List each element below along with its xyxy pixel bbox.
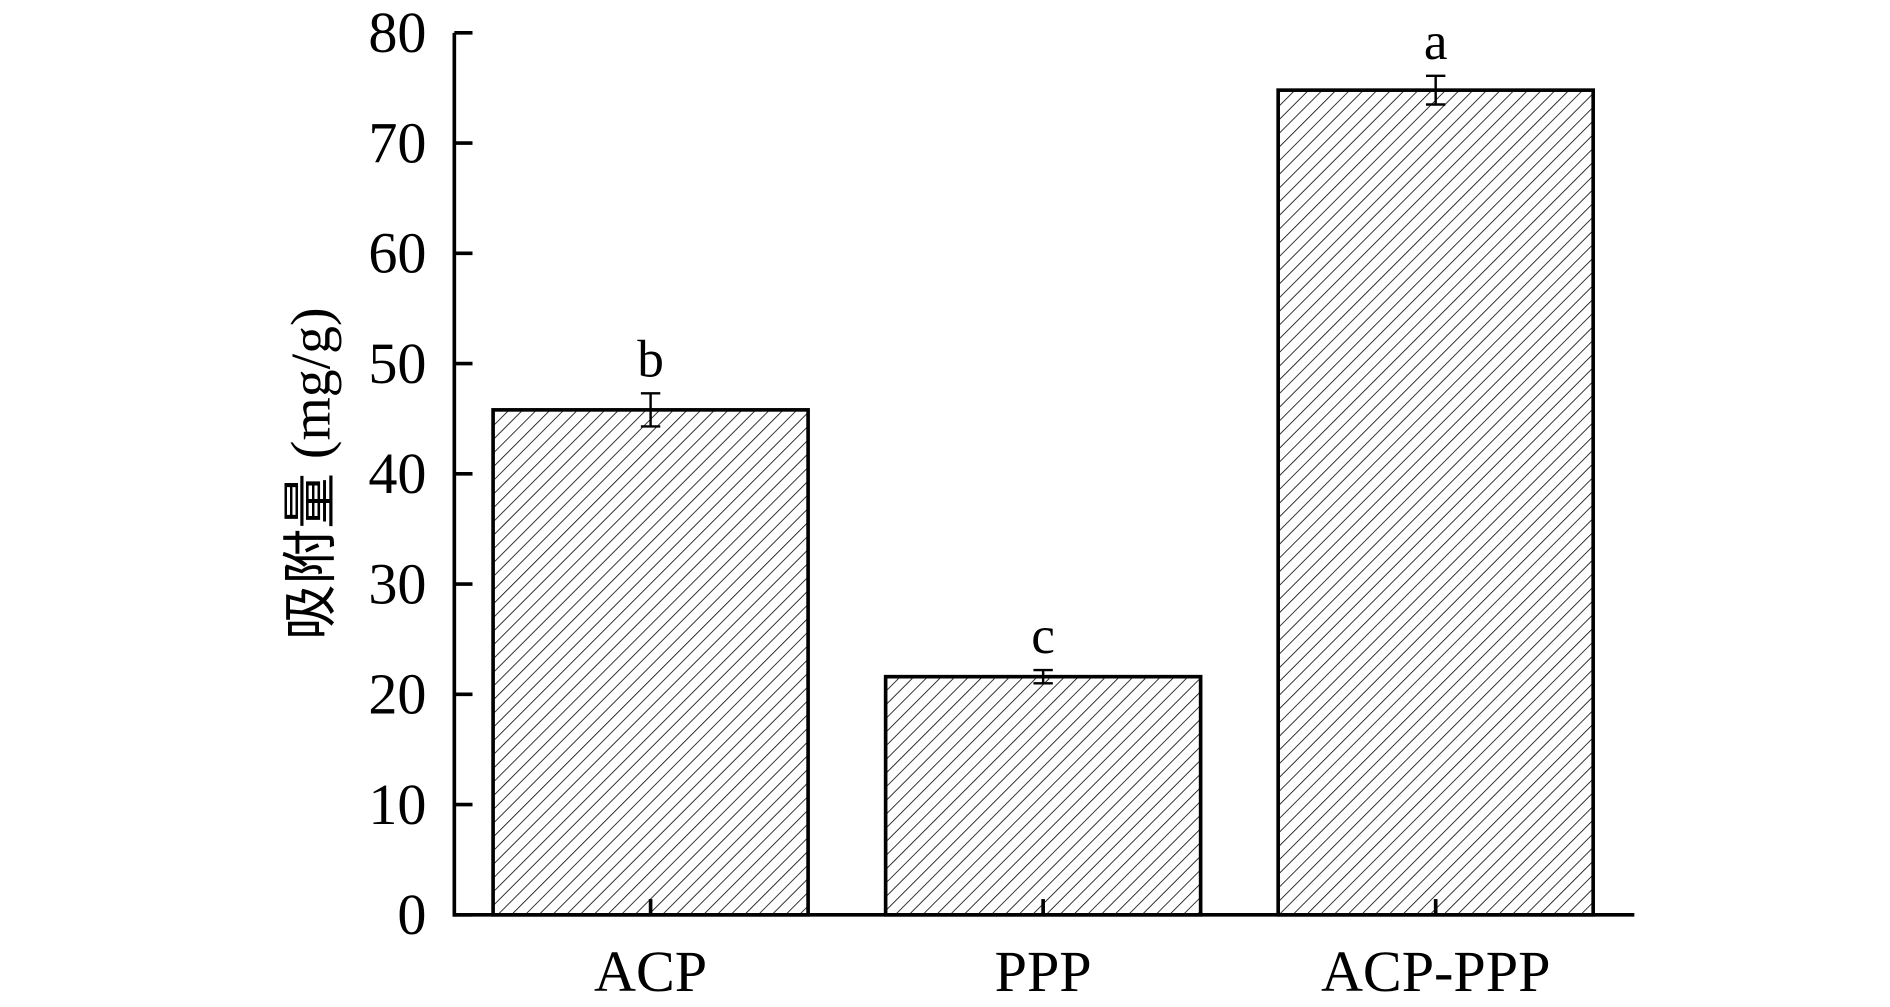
significance-letter: a — [1424, 12, 1448, 71]
bar-acp-ppp — [1276, 88, 1595, 917]
y-axis-label: 吸附量 (mg/g) — [281, 307, 343, 640]
y-tick-label: 40 — [368, 441, 426, 506]
y-tick-label: 60 — [368, 221, 426, 286]
x-tick-label: ACP — [594, 939, 707, 1004]
y-tick-label: 70 — [368, 110, 426, 175]
y-tick-label: 80 — [368, 0, 426, 65]
y-tick-label: 10 — [368, 772, 426, 837]
y-tick-label: 50 — [368, 331, 426, 396]
bar-ppp — [883, 674, 1203, 917]
significance-letter: b — [637, 329, 664, 388]
y-tick-label: 0 — [397, 882, 426, 947]
y-tick-label: 20 — [368, 662, 426, 727]
x-tick-label: ACP-PPP — [1321, 939, 1550, 1004]
x-tick-label: PPP — [995, 939, 1092, 1004]
significance-letter: c — [1031, 606, 1055, 665]
bar-acp — [491, 408, 810, 917]
y-tick-label: 30 — [368, 551, 426, 616]
